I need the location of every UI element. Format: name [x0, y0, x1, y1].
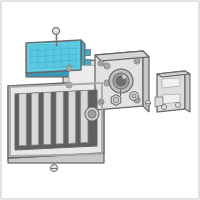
Circle shape — [136, 60, 138, 62]
Circle shape — [132, 94, 136, 98]
Circle shape — [68, 66, 70, 70]
FancyBboxPatch shape — [84, 49, 90, 55]
Circle shape — [122, 75, 126, 79]
Polygon shape — [8, 81, 104, 158]
Circle shape — [104, 63, 110, 69]
Circle shape — [116, 76, 126, 86]
Polygon shape — [95, 51, 149, 61]
Circle shape — [113, 73, 129, 89]
Circle shape — [88, 110, 96, 118]
Polygon shape — [15, 90, 97, 150]
Circle shape — [134, 97, 140, 103]
Circle shape — [176, 102, 180, 108]
Circle shape — [109, 69, 133, 93]
Polygon shape — [26, 40, 81, 73]
Circle shape — [66, 82, 72, 88]
Circle shape — [52, 27, 60, 34]
Polygon shape — [31, 93, 39, 145]
Circle shape — [106, 64, 108, 68]
Polygon shape — [185, 71, 190, 112]
Circle shape — [162, 104, 166, 110]
Circle shape — [85, 107, 99, 121]
Circle shape — [134, 58, 140, 64]
Polygon shape — [19, 93, 26, 146]
Polygon shape — [157, 71, 185, 112]
Circle shape — [130, 92, 138, 100]
Polygon shape — [44, 92, 51, 145]
Polygon shape — [68, 91, 76, 143]
Circle shape — [66, 65, 72, 71]
Polygon shape — [95, 51, 143, 110]
Polygon shape — [111, 95, 121, 106]
Circle shape — [113, 97, 119, 103]
Polygon shape — [115, 59, 119, 90]
Circle shape — [50, 164, 58, 171]
Circle shape — [118, 82, 122, 84]
Circle shape — [98, 60, 104, 66]
Circle shape — [136, 98, 138, 102]
FancyBboxPatch shape — [84, 60, 90, 66]
Polygon shape — [162, 78, 180, 88]
Circle shape — [146, 100, 151, 106]
Polygon shape — [8, 153, 104, 163]
Polygon shape — [157, 71, 190, 77]
Polygon shape — [63, 59, 115, 90]
Polygon shape — [143, 51, 149, 112]
Circle shape — [106, 82, 108, 84]
Polygon shape — [56, 92, 63, 144]
Circle shape — [98, 99, 104, 105]
Polygon shape — [81, 40, 85, 74]
Polygon shape — [155, 97, 163, 107]
Polygon shape — [69, 65, 109, 85]
Polygon shape — [81, 90, 88, 143]
Circle shape — [100, 100, 102, 104]
Circle shape — [100, 62, 102, 64]
Circle shape — [104, 80, 110, 86]
Circle shape — [117, 80, 123, 86]
Circle shape — [68, 84, 70, 86]
Polygon shape — [26, 70, 81, 77]
Polygon shape — [162, 94, 180, 104]
